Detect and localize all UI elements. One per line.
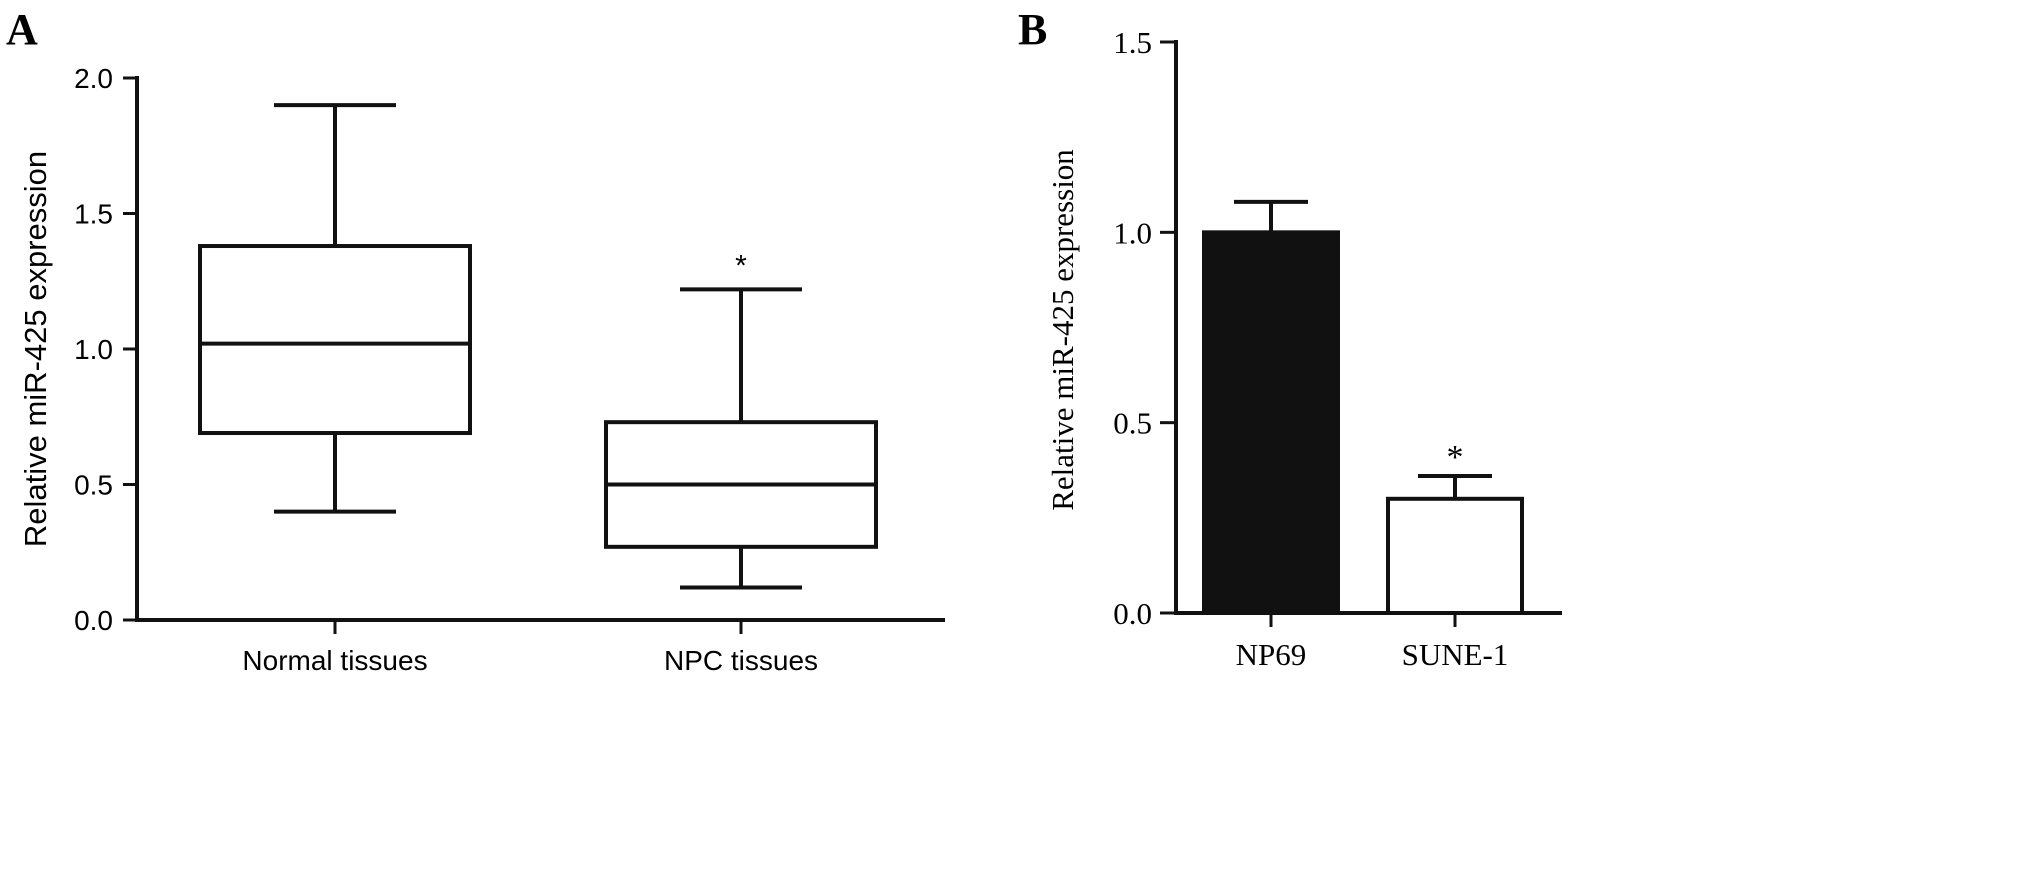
y-axis-label-b: Relative miR-425 expression [1045, 149, 1080, 511]
x-tick-label-a: NPC tissues [664, 645, 818, 676]
y-tick-label-a: 0.0 [74, 605, 113, 636]
x-tick-label-b: NP69 [1236, 637, 1307, 672]
box-iqr [198, 244, 472, 436]
y-axis-label-a: Relative miR-425 expression [18, 151, 53, 547]
x-tick-label-a: Normal tissues [242, 645, 427, 676]
y-tick-label-b: 0.0 [1113, 596, 1152, 631]
bar-sune-1 [1386, 496, 1524, 615]
y-tick-label-a: 0.5 [74, 470, 113, 501]
bar-np69 [1202, 230, 1340, 615]
y-tick-label-b: 1.5 [1113, 25, 1152, 60]
y-tick-label-b: 1.0 [1113, 215, 1152, 250]
significance-marker: * [735, 249, 747, 282]
y-tick-label-a: 2.0 [74, 63, 113, 94]
significance-marker: * [1447, 439, 1464, 476]
y-tick-label-b: 0.5 [1113, 406, 1152, 441]
panel-label-b: B [1018, 5, 1047, 54]
panel-label-a: A [6, 5, 38, 54]
x-tick-label-b: SUNE-1 [1402, 637, 1509, 672]
y-tick-label-a: 1.0 [74, 334, 113, 365]
y-tick-label-a: 1.5 [74, 199, 113, 230]
